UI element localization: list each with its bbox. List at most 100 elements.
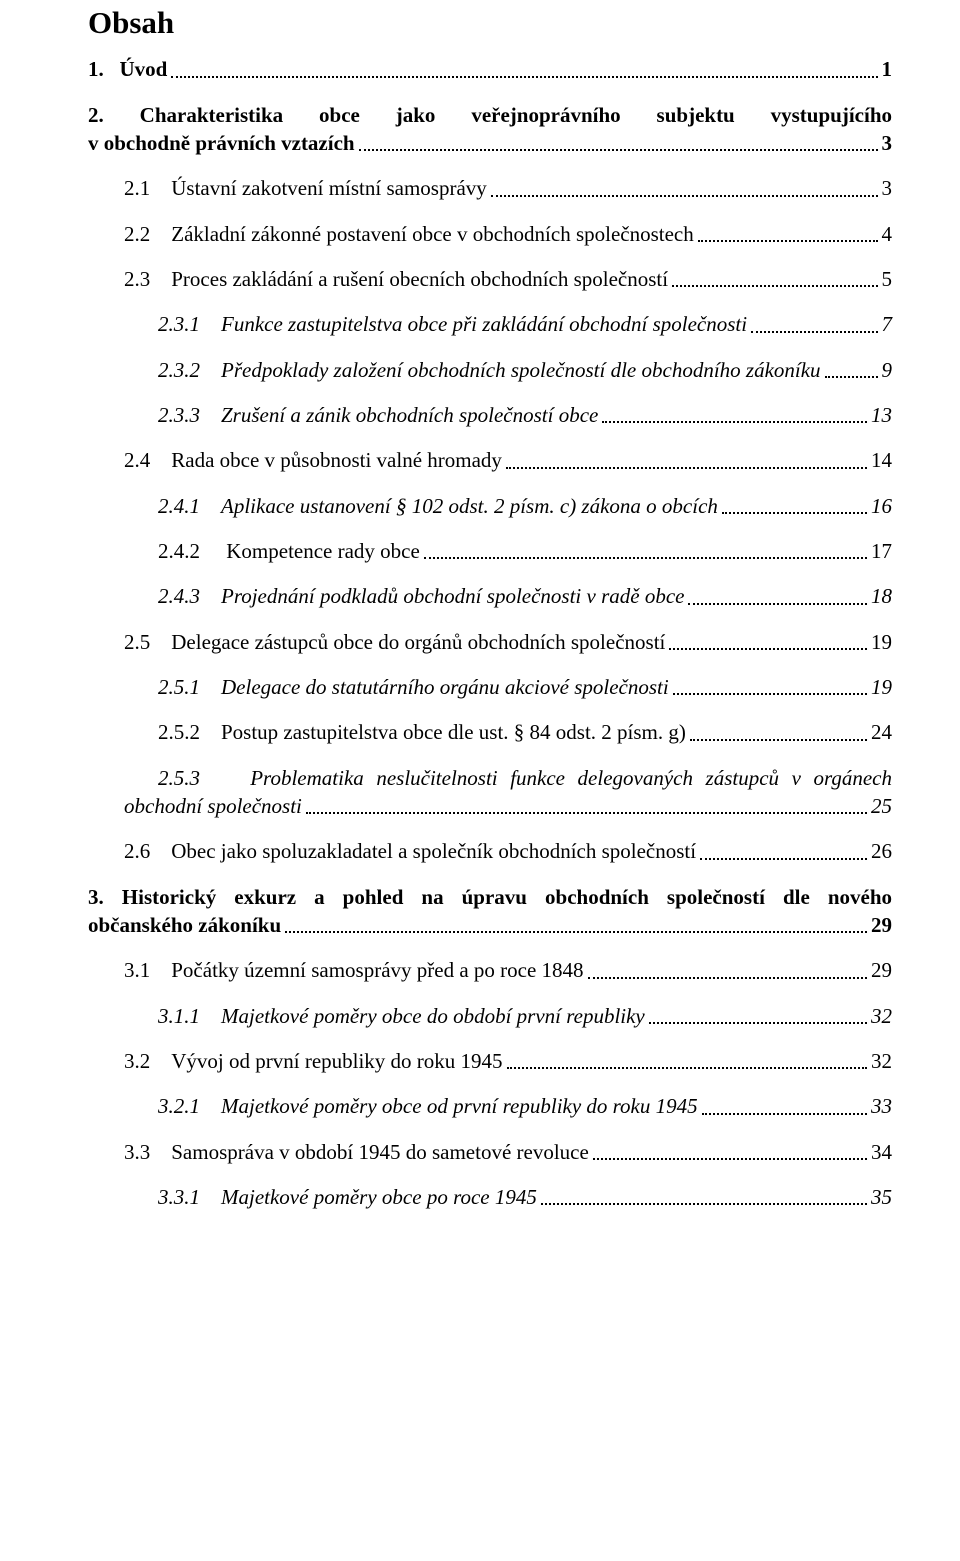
toc-entry: 3.3.1 Majetkové poměry obce po roce 1945… (158, 1183, 892, 1211)
toc-leader (669, 648, 867, 650)
toc-number: 3.3 (124, 1138, 171, 1166)
toc-leader (673, 693, 867, 695)
toc-leader (751, 331, 877, 333)
toc-label: Projednání podkladů obchodní společnosti… (221, 582, 684, 610)
toc-leader (171, 76, 877, 78)
toc-leader (507, 1067, 867, 1069)
toc-page-number: 13 (871, 401, 892, 429)
toc-number: 2.4 (124, 446, 171, 474)
toc-label: obchodní společnosti (124, 792, 302, 820)
toc-number: 2.3.3 (158, 401, 221, 429)
toc-page-number: 16 (871, 492, 892, 520)
page: Obsah 1. Úvod 1 2. Charakteristika obce ja… (0, 0, 960, 1561)
toc-entry: 3.1.1 Majetkové poměry obce do období pr… (158, 1002, 892, 1030)
toc-entry: 2.1 Ústavní zakotvení místní samosprávy 3 (124, 174, 892, 202)
toc-entry: 3.2 Vývoj od první republiky do roku 194… (124, 1047, 892, 1075)
toc-entry: 2.4.3 Projednání podkladů obchodní spole… (158, 582, 892, 610)
toc-label: Základní zákonné postavení obce v obchod… (171, 220, 694, 248)
toc-entry: 3. Historický exkurz a pohled na úpravu … (88, 883, 892, 940)
toc-number: 2.4.2 (158, 537, 226, 565)
toc-leader (506, 467, 867, 469)
toc-entry: 2.5.2 Postup zastupitelstva obce dle ust… (158, 718, 892, 746)
toc-entry: 2. Charakteristika obce jako veřejnopráv… (88, 101, 892, 158)
toc-entry: 3.2.1 Majetkové poměry obce od první rep… (158, 1092, 892, 1120)
toc-page-number: 3 (882, 174, 893, 202)
toc-leader (722, 512, 867, 514)
toc-label: Obec jako spoluzakladatel a společník ob… (171, 837, 696, 865)
toc-leader (698, 240, 878, 242)
toc-label: Počátky územní samosprávy před a po roce… (171, 956, 583, 984)
toc-label: Rada obce v působnosti valné hromady (171, 446, 502, 474)
toc-entry: 2.3.3 Zrušení a zánik obchodních společn… (158, 401, 892, 429)
toc-label: Kompetence rady obce (226, 537, 420, 565)
toc-number: 2. (88, 103, 140, 127)
toc-entry: 2.3.2 Předpoklady založení obchodních sp… (158, 356, 892, 384)
toc-label: Delegace do statutárního orgánu akciové … (221, 673, 669, 701)
toc-page-number: 25 (871, 792, 892, 820)
toc-page-number: 18 (871, 582, 892, 610)
toc-page-number: 32 (871, 1002, 892, 1030)
toc-entry: 2.5 Delegace zástupců obce do orgánů obc… (124, 628, 892, 656)
toc-number: 2.4.1 (158, 492, 221, 520)
toc-number: 3.1 (124, 956, 171, 984)
toc-entry: 2.5.3 Problematika neslučitelnosti funkc… (88, 764, 892, 821)
toc-leader (359, 149, 878, 151)
toc-label: Majetkové poměry obce od první republiky… (221, 1092, 698, 1120)
toc-page-number: 35 (871, 1183, 892, 1211)
toc-entry: 2.2 Základní zákonné postavení obce v ob… (124, 220, 892, 248)
toc-leader (424, 557, 867, 559)
toc-number: 3. (88, 885, 122, 909)
toc-number: 3.2.1 (158, 1092, 221, 1120)
toc-label: Zrušení a zánik obchodních společností o… (221, 401, 598, 429)
toc-entry: 2.4.1 Aplikace ustanovení § 102 odst. 2 … (158, 492, 892, 520)
toc-number: 2.2 (124, 220, 171, 248)
toc-label: Aplikace ustanovení § 102 odst. 2 písm. … (221, 492, 718, 520)
toc-label: Problematika neslučitelnosti funkce dele… (250, 766, 892, 790)
toc-leader (688, 603, 867, 605)
toc-page-number: 29 (871, 956, 892, 984)
toc-page-number: 5 (882, 265, 893, 293)
toc-leader (825, 376, 878, 378)
toc-label: Ústavní zakotvení místní samosprávy (171, 174, 487, 202)
toc-leader (602, 421, 867, 423)
toc-number: 2.5 (124, 628, 171, 656)
toc-entry: 3.3 Samospráva v období 1945 do sametové… (124, 1138, 892, 1166)
toc-page-number: 14 (871, 446, 892, 474)
toc-entry: 2.3 Proces zakládání a rušení obecních o… (124, 265, 892, 293)
toc-page-number: 24 (871, 718, 892, 746)
toc-leader (491, 195, 878, 197)
toc-page-number: 34 (871, 1138, 892, 1166)
toc-page-number: 3 (882, 129, 893, 157)
toc-label: občanského zákoníku (88, 911, 281, 939)
toc-page-number: 19 (871, 673, 892, 701)
toc-label: Samospráva v období 1945 do sametové rev… (171, 1138, 589, 1166)
toc-page-number: 1 (882, 55, 893, 83)
toc-leader (700, 858, 867, 860)
toc-number: 2.1 (124, 174, 171, 202)
toc-label: Předpoklady založení obchodních společno… (221, 356, 821, 384)
toc-leader (672, 285, 877, 287)
toc-leader (702, 1113, 867, 1115)
toc-number: 1. (88, 55, 120, 83)
toc-page-number: 19 (871, 628, 892, 656)
toc-title: Obsah (88, 4, 892, 41)
toc-label: Úvod (120, 55, 168, 83)
toc-number: 2.3.1 (158, 310, 221, 338)
toc-number: 2.6 (124, 837, 171, 865)
toc-page-number: 32 (871, 1047, 892, 1075)
toc-entry: 2.4 Rada obce v působnosti valné hromady… (124, 446, 892, 474)
toc-leader (285, 931, 867, 933)
toc-number: 3.1.1 (158, 1002, 221, 1030)
toc-page-number: 26 (871, 837, 892, 865)
toc-leader (593, 1158, 867, 1160)
toc-label: Historický exkurz a pohled na úpravu obc… (122, 885, 892, 909)
toc-label: v obchodně právních vztazích (88, 129, 355, 157)
toc-page-number: 7 (882, 310, 893, 338)
toc-number: 2.3.2 (158, 356, 221, 384)
toc-number: 2.4.3 (158, 582, 221, 610)
toc-label: Vývoj od první republiky do roku 1945 (171, 1047, 502, 1075)
toc-page-number: 9 (882, 356, 893, 384)
toc-label: Delegace zástupců obce do orgánů obchodn… (171, 628, 665, 656)
toc-number: 3.2 (124, 1047, 171, 1075)
toc-page-number: 17 (871, 537, 892, 565)
